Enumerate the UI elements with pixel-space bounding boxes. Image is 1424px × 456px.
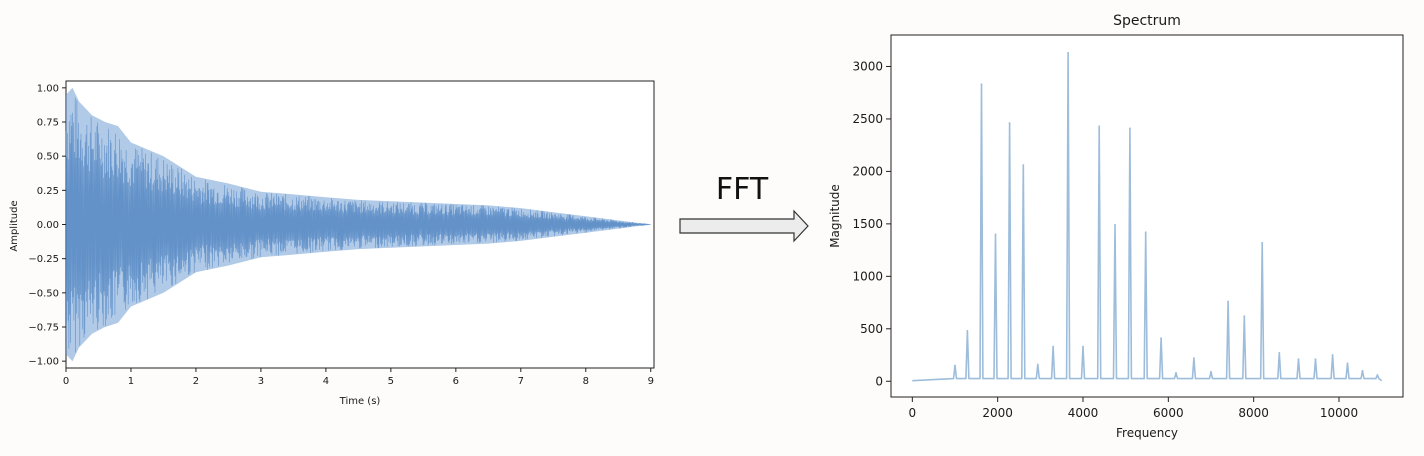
x-tick-label: 2: [193, 376, 199, 387]
y-tick-label: 2500: [852, 112, 883, 126]
x-tick-label: 10000: [1320, 406, 1358, 420]
spectrum-chart: Spectrum 0 2000 4000 6000 8000 10000 0 500 1000 1…: [828, 13, 1404, 440]
fft-arrow: [679, 209, 809, 243]
y-tick-label: 1.00: [37, 83, 59, 94]
y-tick-label: 0.75: [37, 118, 59, 129]
spectrum-peak: [1227, 300, 1229, 303]
spectrum-series: [912, 51, 1383, 382]
x-tick-label: 4000: [1068, 406, 1099, 420]
spectrum-peak: [1144, 231, 1147, 234]
x-tick-label: 8000: [1238, 406, 1269, 420]
spectrum-peak: [1160, 337, 1162, 340]
y-tick-label: 0: [875, 374, 883, 388]
waveform-x-axis-label: Time (s): [339, 396, 381, 407]
y-tick-label: 2000: [852, 164, 883, 178]
y-tick-label: −0.50: [28, 288, 59, 299]
spectrum-peak: [1243, 315, 1246, 318]
spectrum-peak: [954, 364, 956, 367]
spectrum-peak: [994, 233, 997, 236]
y-tick-label: 0.00: [37, 220, 59, 231]
spectrum-peak: [1261, 241, 1264, 244]
spectrum-peak: [1008, 122, 1011, 125]
spectrum-peak: [1098, 125, 1101, 128]
x-tick-label: 0: [909, 406, 917, 420]
x-tick-label: 1: [128, 376, 134, 387]
y-tick-label: −0.75: [28, 323, 59, 334]
spectrum-line: [912, 52, 1383, 382]
y-tick-label: −1.00: [28, 357, 59, 368]
x-tick-label: 9: [648, 376, 654, 387]
y-tick-label: 1500: [852, 217, 883, 231]
spectrum-peak: [1036, 363, 1039, 366]
spectrum-peak: [1022, 164, 1025, 167]
spectrum-peak: [1175, 371, 1177, 374]
y-tick-label: 3000: [852, 59, 883, 73]
y-tick-label: 500: [860, 322, 883, 336]
spectrum-peak: [1314, 358, 1317, 361]
spectrum-peak: [1210, 370, 1212, 373]
spectrum-peak: [966, 329, 969, 332]
arrow-icon: [679, 209, 809, 243]
x-tick-label: 0: [63, 376, 69, 387]
spectrum-y-axis-label: Magnitude: [828, 184, 842, 248]
spectrum-x-axis-label: Frequency: [1116, 426, 1178, 440]
y-tick-label: −0.25: [28, 254, 59, 265]
spectrum-peak: [1114, 224, 1116, 226]
waveform-y-axis-label: Amplitude: [9, 200, 20, 251]
spectrum-peak: [1376, 374, 1379, 376]
spectrum-peak: [1297, 358, 1300, 361]
x-tick-label: 4: [323, 376, 329, 387]
spectrum-peak: [1129, 127, 1131, 130]
x-tick-label: 6000: [1153, 406, 1184, 420]
spectrum-peak: [1052, 345, 1055, 348]
x-tick-label: 5: [388, 376, 394, 387]
fft-label: FFT: [715, 172, 769, 207]
spectrum-peak: [1331, 354, 1334, 356]
spectrum-peak: [1361, 369, 1364, 372]
spectrum-peak: [1082, 345, 1084, 348]
waveform-line: [65, 97, 651, 353]
y-tick-label: 0.50: [37, 152, 59, 163]
x-tick-label: 7: [518, 376, 524, 387]
x-tick-label: 6: [453, 376, 459, 387]
spectrum-peak: [1193, 357, 1195, 360]
spectrum-title: Spectrum: [1113, 13, 1181, 29]
waveform-ticks: 0 1 2 3 4 5 6 7 8 9 1.00 0.75 0.50 0.25 0.00 −0.25 −0.50…: [28, 83, 654, 387]
spectrum-peak: [980, 83, 983, 86]
spectrum-ticks: 0 2000 4000 6000 8000 10000 0 500 1000 1500 2000 25…: [852, 59, 1358, 420]
waveform-chart: 0 1 2 3 4 5 6 7 8 9 1.00 0.75 0.50 0.25 0.00 −0.25 −0.50…: [9, 80, 655, 407]
waveform-signal: [65, 87, 651, 362]
x-tick-label: 3: [258, 376, 264, 387]
x-tick-label: 2000: [982, 406, 1013, 420]
spectrum-peak: [1346, 362, 1349, 365]
y-tick-label: 0.25: [37, 186, 59, 197]
x-tick-label: 8: [583, 376, 589, 387]
spectrum-peak: [1278, 352, 1281, 354]
spectrum-peak: [1067, 51, 1069, 54]
y-tick-label: 1000: [852, 269, 883, 283]
